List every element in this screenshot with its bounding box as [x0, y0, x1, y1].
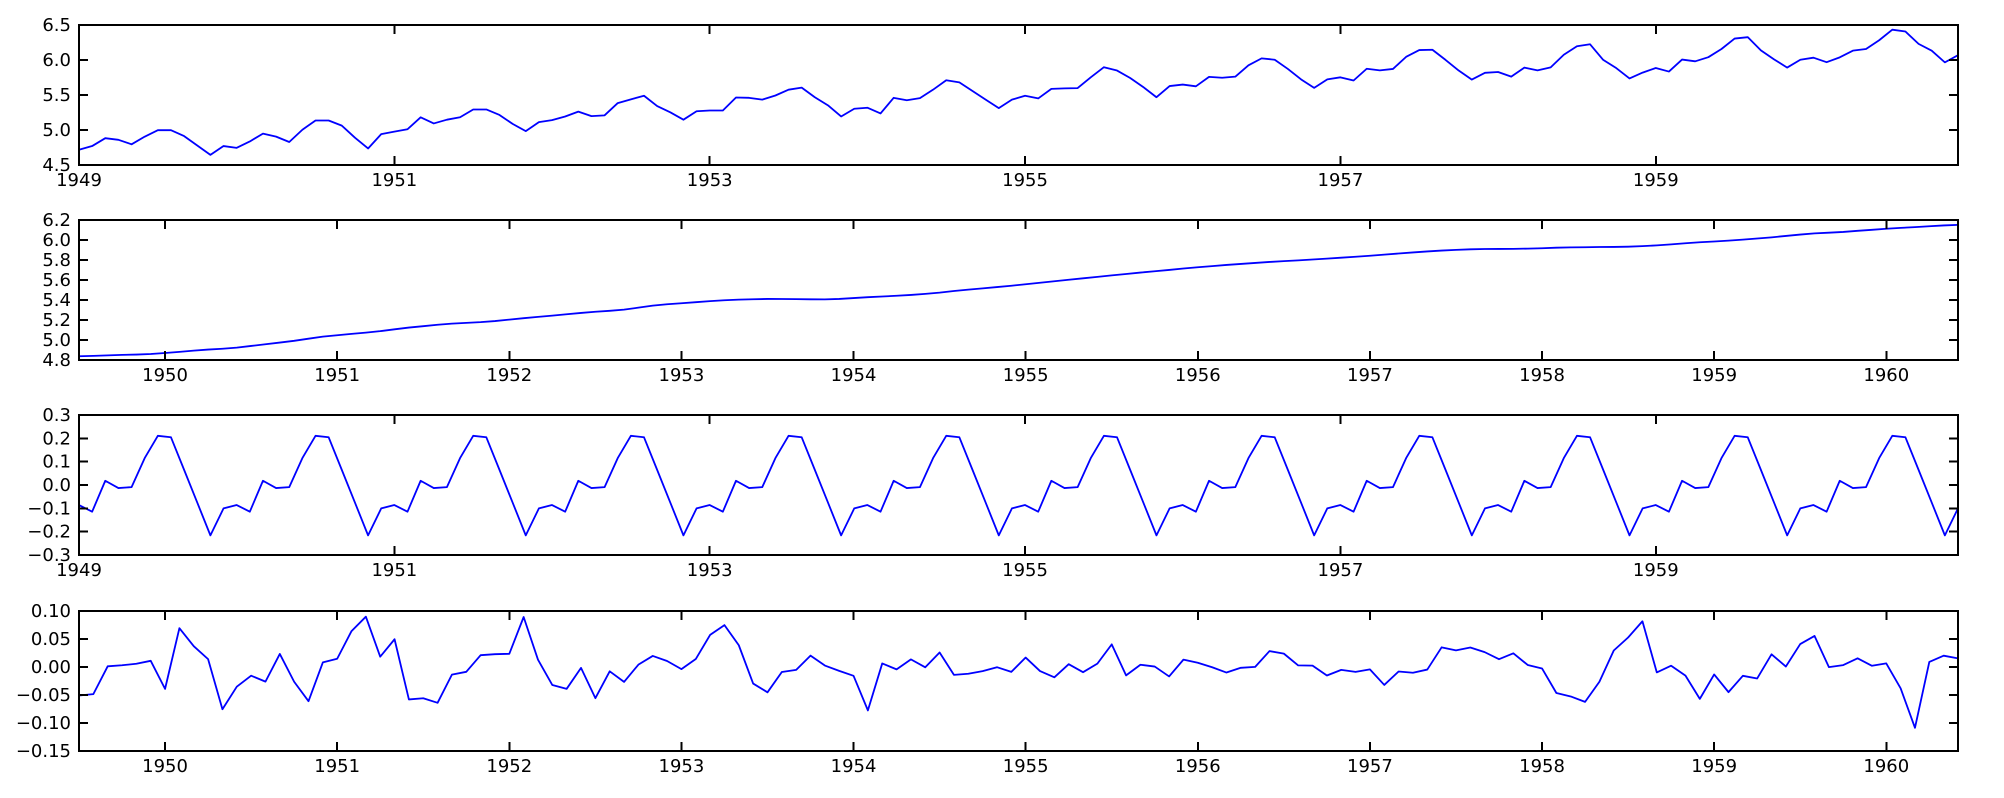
trend-x-tick-label: 1952	[486, 365, 532, 386]
seasonal-x-tick-label: 1955	[1002, 560, 1048, 581]
residual-x-tick-label: 1951	[314, 756, 360, 777]
seasonal-y-tick-label: 0.0	[42, 475, 71, 496]
residual-x-tick-label: 1950	[142, 756, 188, 777]
residual-line	[78, 615, 1959, 729]
observed-y-tick-label: 6.0	[42, 50, 71, 71]
trend-x-tick-label: 1958	[1519, 365, 1565, 386]
seasonal-line	[78, 434, 1959, 537]
observed-x-tick-label: 1953	[687, 170, 733, 191]
seasonal-y-tick-label: 0.3	[42, 405, 71, 426]
observed-x-tick-label: 1951	[371, 170, 417, 191]
residual-x-tick-label: 1954	[831, 756, 877, 777]
observed-frame	[78, 24, 1959, 166]
seasonal-y-tick-label: −0.3	[27, 545, 71, 566]
residual-y-tick-label: 0.10	[31, 601, 71, 622]
trend-y-tick-label: 5.2	[42, 310, 71, 331]
residual-x-tick-label: 1953	[659, 756, 705, 777]
trend-y-tick-label: 5.6	[42, 270, 71, 291]
residual-x-tick-label: 1955	[1003, 756, 1049, 777]
residual-x-tick-label: 1958	[1519, 756, 1565, 777]
seasonal-y-tick-label: 0.1	[42, 452, 71, 473]
trend-y-tick-label: 5.4	[42, 290, 71, 311]
seasonal-x-tick-label: 1959	[1633, 560, 1679, 581]
residual-frame	[78, 610, 1959, 752]
trend-x-tick-label: 1957	[1347, 365, 1393, 386]
residual-y-tick-label: −0.15	[16, 741, 71, 762]
observed-y-tick-label: 5.5	[42, 85, 71, 106]
trend-y-tick-label: 5.0	[42, 330, 71, 351]
observed-line	[78, 28, 1959, 156]
residual-x-tick-label: 1959	[1691, 756, 1737, 777]
trend-panel: 1950 1951 1952 1953 1954 1955 1956 1957 1958 1959…	[42, 210, 1959, 386]
observed-x-tick-label: 1959	[1633, 170, 1679, 191]
seasonal-y-tick-label: −0.1	[27, 498, 71, 519]
observed-x-tick-label: 1955	[1002, 170, 1048, 191]
residual-y-tick-label: −0.05	[16, 685, 71, 706]
seasonal-frame	[78, 414, 1959, 556]
seasonal-x-tick-label: 1953	[687, 560, 733, 581]
seasonal-y-tick-label: −0.2	[27, 522, 71, 543]
trend-x-tick-label: 1951	[314, 365, 360, 386]
residual-x-tick-label: 1956	[1175, 756, 1221, 777]
trend-x-tick-label: 1960	[1863, 365, 1909, 386]
trend-frame	[78, 219, 1959, 361]
residual-y-tick-label: 0.00	[31, 657, 71, 678]
residual-x-tick-label: 1952	[486, 756, 532, 777]
observed-x-tick-label: 1949	[56, 170, 102, 191]
residual-panel: 1950 1951 1952 1953 1954 1955 1956 1957 1958 1959…	[16, 601, 1959, 777]
observed-y-tick-label: 5.0	[42, 120, 71, 141]
observed-x-tick-label: 1957	[1318, 170, 1364, 191]
seasonal-y-tick-label: 0.2	[42, 428, 71, 449]
observed-y-tick-label: 6.5	[42, 15, 71, 36]
seasonal-x-tick-label: 1951	[371, 560, 417, 581]
residual-x-tick-label: 1960	[1863, 756, 1909, 777]
trend-x-tick-label: 1956	[1175, 365, 1221, 386]
residual-y-tick-label: −0.10	[16, 713, 71, 734]
observed-y-tick-label: 4.5	[42, 155, 71, 176]
trend-x-tick-label: 1959	[1691, 365, 1737, 386]
residual-y-tick-label: 0.05	[31, 629, 71, 650]
trend-x-tick-label: 1953	[659, 365, 705, 386]
observed-panel: 1949 1951 1953 1955 1957 1959 6.5 6.0 5.5 5.0 4.5	[42, 15, 1959, 191]
residual-x-tick-label: 1957	[1347, 756, 1393, 777]
trend-y-tick-label: 6.0	[42, 230, 71, 251]
seasonal-x-tick-label: 1949	[56, 560, 102, 581]
trend-x-tick-label: 1954	[831, 365, 877, 386]
trend-y-tick-label: 4.8	[42, 350, 71, 371]
seasonal-panel: 1949 1951 1953 1955 1957 1959 0.30.2 0.10.0−0.1…	[27, 405, 1959, 581]
trend-x-tick-label: 1950	[142, 365, 188, 386]
trend-line	[78, 223, 1959, 358]
trend-y-tick-label: 5.8	[42, 250, 71, 271]
trend-y-tick-label: 6.2	[42, 210, 71, 231]
trend-x-tick-label: 1955	[1003, 365, 1049, 386]
seasonal-x-tick-label: 1957	[1318, 560, 1364, 581]
